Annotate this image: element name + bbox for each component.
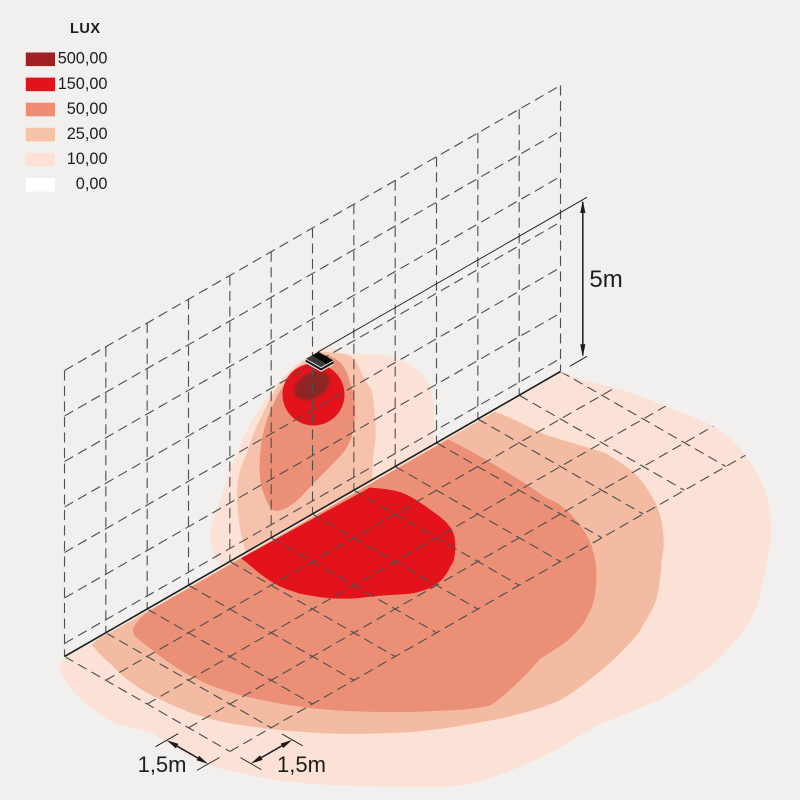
svg-text:10,00: 10,00 [67, 150, 108, 168]
svg-text:LUX: LUX [70, 21, 101, 37]
svg-text:25,00: 25,00 [67, 125, 108, 143]
svg-text:50,00: 50,00 [67, 100, 108, 118]
svg-text:1,5m: 1,5m [277, 752, 326, 777]
svg-text:5m: 5m [589, 266, 622, 293]
svg-text:500,00: 500,00 [58, 50, 108, 68]
svg-text:150,00: 150,00 [58, 75, 108, 93]
svg-text:1,5m: 1,5m [138, 752, 187, 777]
svg-text:0,00: 0,00 [76, 175, 108, 193]
